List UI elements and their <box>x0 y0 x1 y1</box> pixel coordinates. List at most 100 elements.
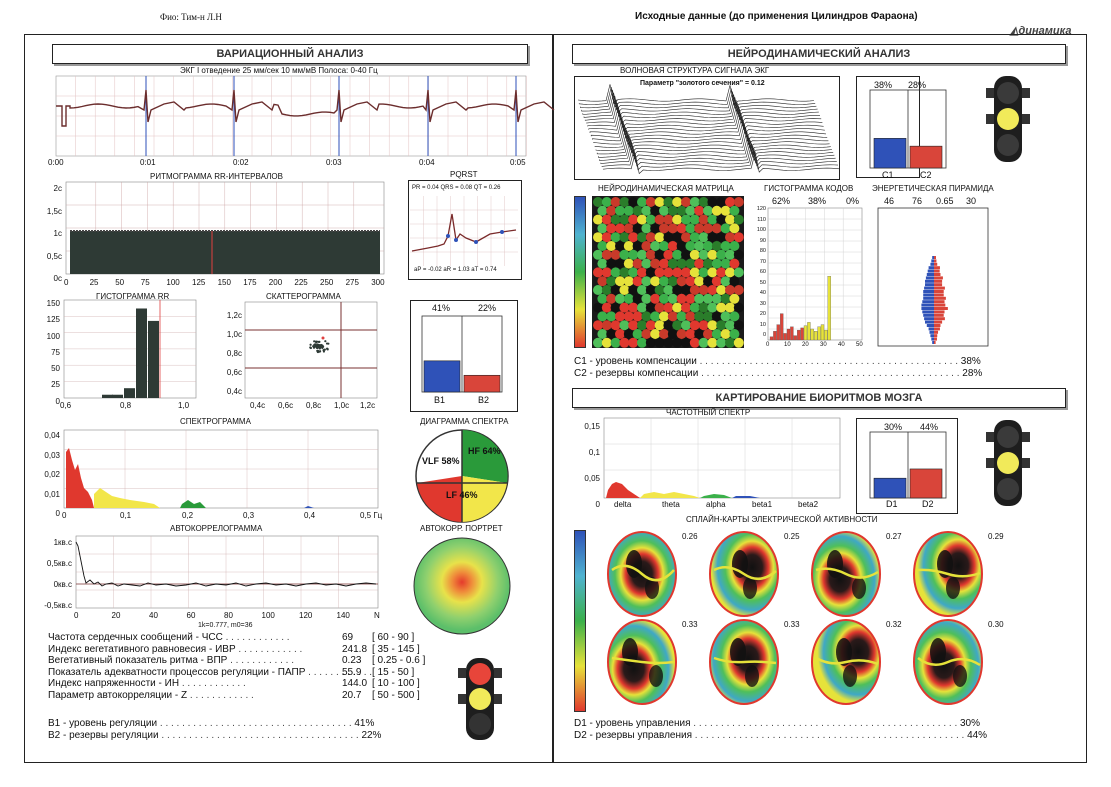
x-tick: 150 <box>217 278 231 287</box>
b1-label: B1 <box>434 395 446 405</box>
x-tick: 275 <box>345 278 359 287</box>
y-tick: 0,15 <box>584 422 600 431</box>
autocorrelogram-note: 1k=0.777, m0=36 <box>198 622 253 629</box>
x-tick: theta <box>662 500 680 509</box>
y-tick: 1,2c <box>226 311 242 320</box>
rhythmogram-title: РИТМОГРАММА RR-ИНТЕРВАЛОВ <box>150 172 283 181</box>
y-tick: 0 <box>55 396 60 406</box>
x-tick: 0,1 <box>120 511 132 520</box>
x-tick: 0,5 Гц <box>360 511 383 520</box>
y-tick: 0,03 <box>44 450 60 460</box>
pqrst-top-params: PR = 0.04 QRS = 0.08 QT = 0.26 <box>412 185 501 191</box>
brain-map <box>913 619 983 705</box>
histogram-bar <box>102 394 113 398</box>
y-tick: 0,01 <box>44 489 60 499</box>
traffic-light-icon <box>986 76 1030 162</box>
y-tick: 100 <box>756 227 766 233</box>
parameter-range: [ 50 - 500 ] <box>372 689 420 701</box>
ecg-tick: 0:01 <box>140 158 156 167</box>
x-tick: 0 <box>766 342 770 348</box>
d2-summary: D2 - резервы управления . . . . . . . . … <box>574 730 988 741</box>
x-tick: 0,6 <box>60 401 72 410</box>
x-tick: 0 <box>62 511 67 520</box>
x-tick: 1,2c <box>360 401 376 410</box>
x-tick: 100 <box>261 611 275 620</box>
right-page <box>553 34 1087 763</box>
y-tick: 0,6c <box>226 368 242 377</box>
brain-map-value: 0.33 <box>784 620 800 629</box>
parameter-range: [ 10 - 100 ] <box>372 678 420 689</box>
y-tick: 0,05 <box>584 474 600 483</box>
ecg-tick: 0:03 <box>326 158 342 167</box>
codes-histogram-title: ГИСТОГРАММА КОДОВ <box>764 184 854 193</box>
x-tick: 0,8 <box>120 401 132 410</box>
x-tick: 175 <box>243 278 257 287</box>
y-tick: 60 <box>759 269 766 275</box>
d2-percent: 44% <box>920 422 939 432</box>
parameter-value: 20.7 <box>342 689 362 701</box>
x-tick: 25 <box>89 278 99 287</box>
d1-summary: D1 - уровень управления . . . . . . . . … <box>574 718 981 729</box>
y-tick: 1,5c <box>46 206 62 216</box>
brain-map-value: 0.30 <box>988 620 1004 629</box>
x-tick: 20 <box>111 611 121 620</box>
parameter-row: Вегетативный показатель ритма - ВПР . . … <box>48 655 426 666</box>
brain-map <box>709 531 779 617</box>
c1-label: C1 <box>882 170 894 180</box>
y-tick: 0,4c <box>226 387 242 396</box>
freq-spectrum-chart <box>603 417 841 499</box>
brain-map-value: 0.29 <box>988 532 1004 541</box>
c2-summary-label: C2 - резервы компенсации <box>574 368 699 379</box>
y-tick: 40 <box>759 290 766 296</box>
scattergram-title: СКАТТЕРОГРАММА <box>266 292 341 301</box>
y-tick: 125 <box>46 315 60 325</box>
x-tick: 250 <box>320 278 334 287</box>
parameter-range: [ 60 - 90 ] <box>372 632 415 643</box>
y-tick: 0,04 <box>44 431 60 440</box>
neurodynamic-matrix <box>592 196 744 348</box>
b2-percent: 22% <box>478 303 497 313</box>
x-tick: 40 <box>838 342 845 348</box>
y-tick: 0,5c <box>46 251 62 261</box>
rr-histogram-chart <box>63 299 197 399</box>
x-tick: 0,4 <box>304 511 316 520</box>
autocorr-portrait <box>413 537 511 635</box>
x-tick: 0,4c <box>250 401 266 410</box>
brain-map <box>811 619 881 705</box>
rhythmogram-x-axis: 0 25 50 75 100 125 150 175 200 225 250 275 300 <box>60 278 390 288</box>
x-tick: 10 <box>784 342 791 348</box>
x-tick: 50 <box>856 342 863 348</box>
d1-summary-label: D1 - уровень управления <box>574 718 691 729</box>
c1-summary: C1 - уровень компенсации . . . . . . . .… <box>574 356 981 367</box>
rhythmogram-y-axis: 2c 1,5c 1c 0,5c 0c <box>34 178 62 291</box>
autocorrelogram-chart <box>75 535 379 609</box>
pie-label-vlf: VLF 58% <box>422 456 460 466</box>
parameter-value: 55.9 <box>342 666 362 678</box>
x-tick: 0,2 <box>182 511 194 520</box>
c1-percent: 38% <box>874 80 893 90</box>
ecg-tick: 0:02 <box>233 158 249 167</box>
pie-slice-hf <box>462 430 508 483</box>
rr-histogram-title: ГИСТОГРАММА RR <box>96 292 170 301</box>
x-tick: 140 <box>336 611 350 620</box>
parameter-name: Параметр автокорреляции - Z <box>48 689 188 701</box>
b1-summary-value: 41% <box>354 718 375 729</box>
parameter-value: 241.8 <box>342 643 368 655</box>
left-page <box>24 34 553 763</box>
traffic-light-icon <box>986 420 1030 506</box>
brain-map <box>709 619 779 705</box>
parameter-range: [ 15 - 50 ] <box>372 666 415 678</box>
x-tick: N <box>374 611 380 620</box>
neurodynamic-banner: НЕЙРОДИНАМИЧЕСКИЙ АНАЛИЗ <box>572 44 1066 64</box>
ecg-tick: 0:05 <box>510 158 526 167</box>
brain-map-value: 0.27 <box>886 532 902 541</box>
wave-structure-plot <box>577 84 840 175</box>
codes-histogram <box>767 207 863 341</box>
pyramid-val-4: 30 <box>966 196 977 206</box>
y-tick: 0,8c <box>226 349 242 358</box>
codes-y-axis: 120 110 100 90 80 70 60 50 40 30 20 10 0 <box>748 206 766 342</box>
x-tick: 20 <box>802 342 809 348</box>
pie-slice-lf <box>462 476 507 522</box>
x-tick: 120 <box>299 611 313 620</box>
rhythmogram-chart <box>65 181 385 275</box>
